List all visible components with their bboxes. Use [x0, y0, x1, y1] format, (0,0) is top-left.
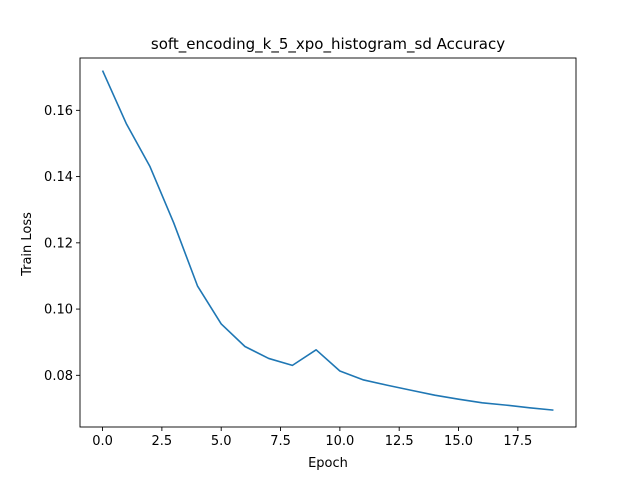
plot-area: 0.0 2.5 5.0 7.5 10.0 12.5 15.0 17.5 0.08 0.10 0.12… — [44, 57, 577, 449]
x-tick-label: 15.0 — [444, 434, 473, 449]
x-tick-label: 0.0 — [92, 434, 113, 449]
x-tick-label: 17.5 — [503, 434, 532, 449]
y-tick-label: 0.08 — [44, 369, 73, 384]
series-line — [101, 70, 554, 411]
x-axis-label: Epoch — [308, 456, 348, 471]
x-tick-label: 2.5 — [152, 434, 173, 449]
x-tick-label: 12.5 — [385, 434, 414, 449]
y-tick-label: 0.12 — [44, 236, 73, 251]
y-axis-label: Train Loss — [20, 212, 35, 277]
y-tick-label: 0.16 — [44, 104, 73, 119]
plot-frame — [79, 57, 577, 428]
x-tick-label: 5.0 — [211, 434, 232, 449]
x-tick-label: 7.5 — [270, 434, 291, 449]
y-tick-label: 0.10 — [44, 303, 73, 318]
x-tick-label: 10.0 — [325, 434, 354, 449]
chart-title: soft_encoding_k_5_xpo_histogram_sd Accur… — [151, 35, 505, 54]
y-tick-label: 0.14 — [44, 170, 73, 185]
